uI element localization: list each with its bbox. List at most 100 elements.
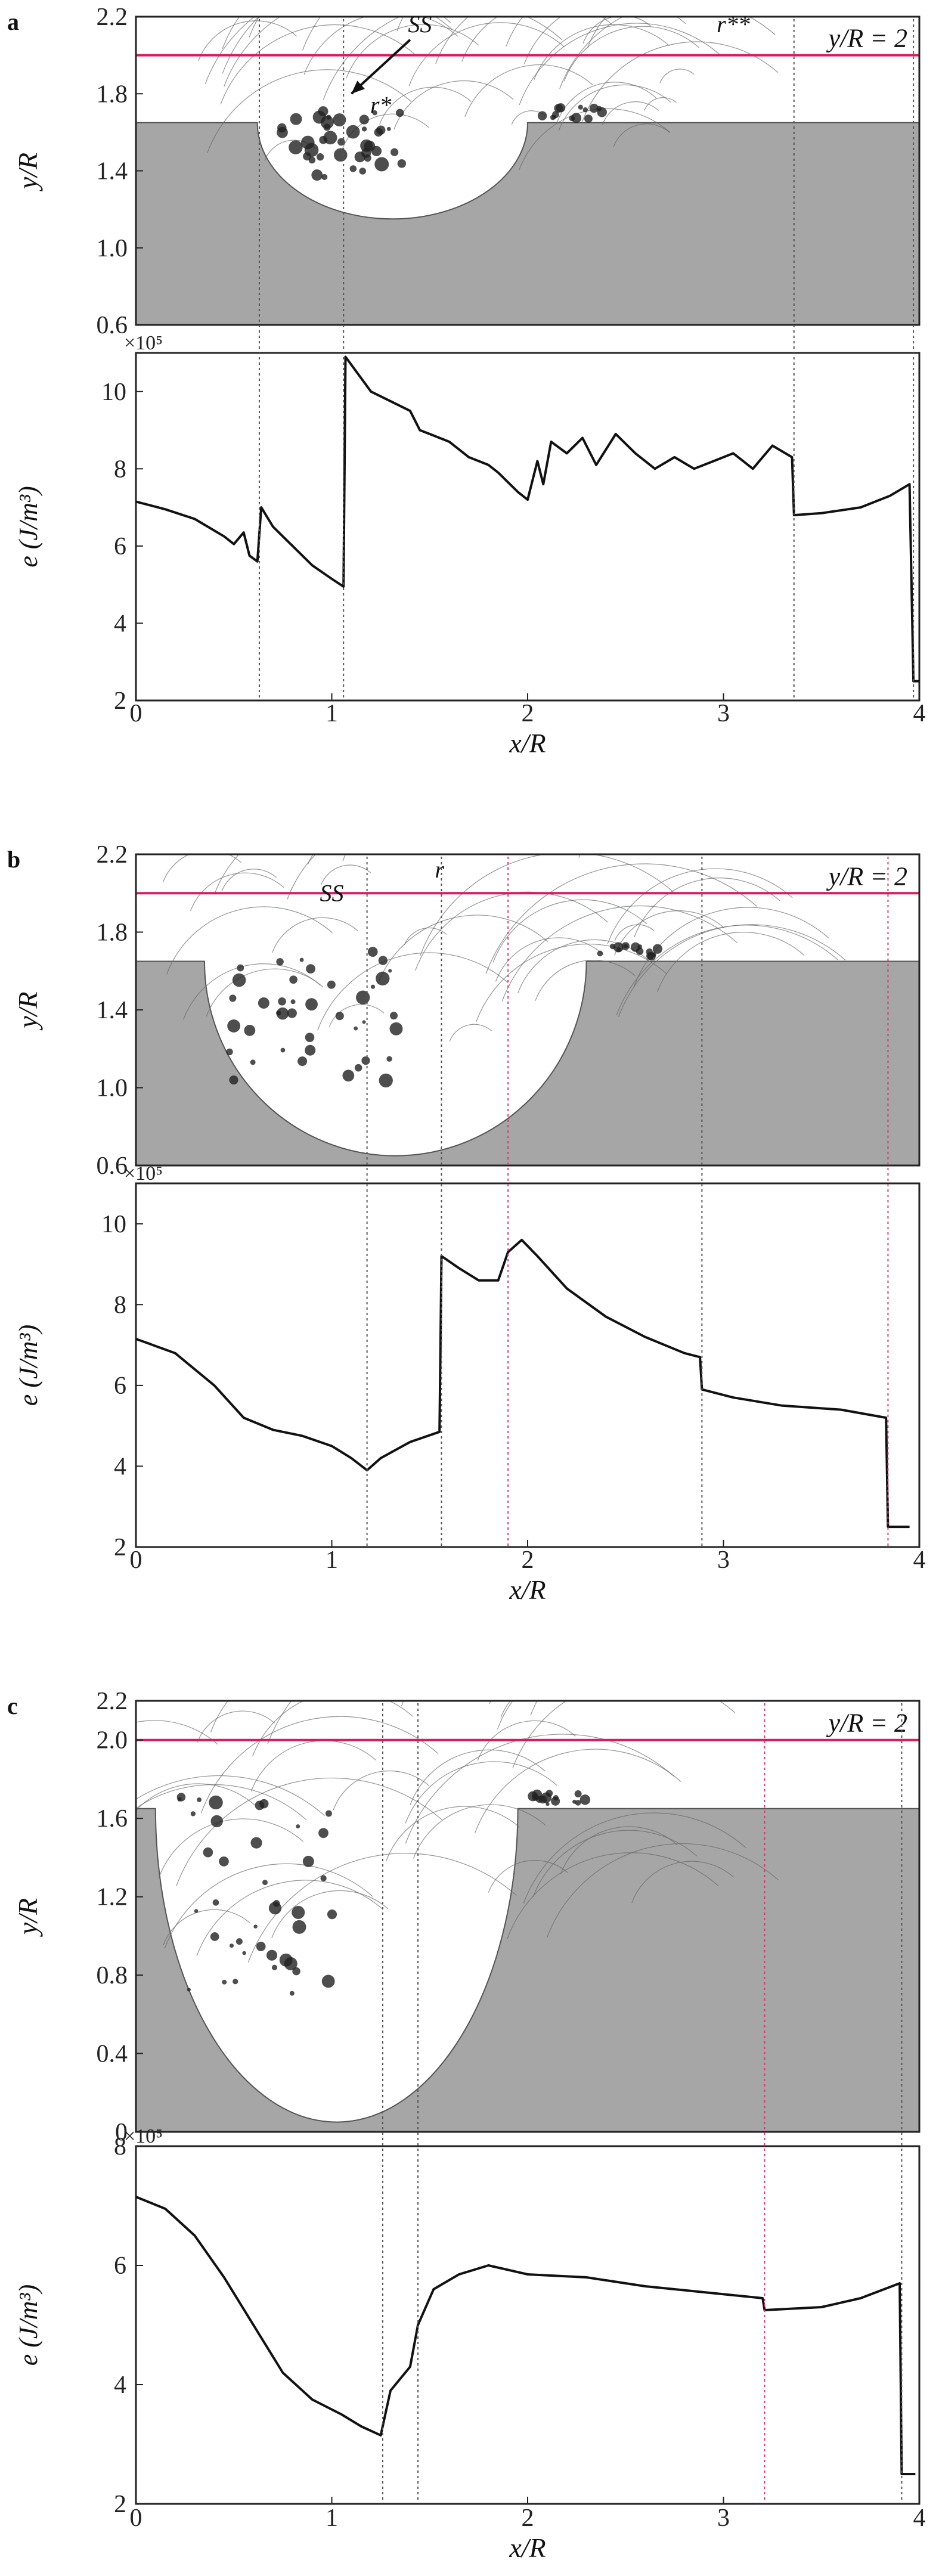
vortex-blob bbox=[354, 1026, 358, 1031]
solid-body bbox=[136, 122, 919, 325]
shock-front bbox=[587, 17, 607, 48]
y-tick-label: 1.8 bbox=[97, 80, 128, 108]
schlieren-plot: y/R = 2 0 0.4 0.8 1.2 1.6 2.0 2.2 y/R bbox=[13, 1688, 921, 2146]
shock-front bbox=[616, 925, 838, 1016]
x-tick-label: 4 bbox=[913, 1546, 926, 1574]
shock-front bbox=[560, 1826, 678, 1874]
vortex-blob bbox=[197, 1797, 202, 1802]
x-tick-label: 3 bbox=[717, 2504, 730, 2532]
schlieren-plot: y/R = 2 SS r* r** 0.6 1.0 1.4 1.8 2.2 y/R bbox=[13, 4, 921, 339]
shock-front bbox=[497, 1701, 513, 1729]
y-tick-label: 0.8 bbox=[97, 1962, 128, 1989]
shock-front bbox=[644, 97, 677, 111]
vortex-blob bbox=[584, 114, 593, 123]
x-tick-label: 0 bbox=[130, 700, 142, 727]
shock-front bbox=[204, 17, 451, 84]
vortex-blob bbox=[280, 1047, 286, 1053]
vortex-blob bbox=[258, 997, 269, 1009]
shock-front bbox=[198, 20, 297, 61]
panel-letter: b bbox=[7, 846, 20, 873]
vortex-blob bbox=[250, 1837, 262, 1849]
solid-body bbox=[136, 960, 919, 1165]
shock-front bbox=[519, 23, 720, 106]
vortex-blob bbox=[361, 148, 371, 158]
shock-front bbox=[100, 774, 374, 886]
y-axis-label: e (J/m³) bbox=[14, 1325, 43, 1406]
shock-front bbox=[534, 24, 670, 80]
vortex-blob bbox=[378, 956, 388, 965]
vortex-blob bbox=[304, 142, 319, 157]
vortex-blob bbox=[289, 975, 297, 984]
vortex-blob bbox=[266, 1949, 278, 1961]
vortex-blob bbox=[621, 942, 630, 950]
energy-plot: 2 4 6 8 0 1 2 3 4 ×10⁵ e (J/m³) x/R bbox=[14, 2125, 926, 2563]
vortex-blob bbox=[268, 1902, 282, 1915]
shock-front bbox=[329, 1004, 385, 1027]
vortex-blob bbox=[589, 104, 599, 113]
y-tick-label: 4 bbox=[114, 1453, 126, 1480]
plot-frame bbox=[135, 1182, 921, 1548]
shock-front bbox=[420, 854, 674, 956]
annotation-label: SS bbox=[408, 11, 432, 38]
vortex-blob bbox=[372, 110, 377, 116]
vortex-blob bbox=[359, 168, 366, 175]
shock-front bbox=[408, 22, 565, 86]
vortex-blob bbox=[290, 113, 302, 125]
vortex-blob bbox=[311, 169, 323, 181]
vortex-blob bbox=[371, 145, 382, 157]
annotation-label: r bbox=[435, 856, 444, 883]
vortex-blob bbox=[296, 1824, 300, 1828]
shock-front bbox=[582, 41, 779, 122]
vortex-blob bbox=[262, 1880, 268, 1886]
vortex-blob bbox=[190, 1811, 196, 1816]
shock-front bbox=[523, 17, 686, 64]
vortex-blob bbox=[528, 1791, 538, 1802]
vortex-blob bbox=[325, 1810, 332, 1817]
vortex-blob bbox=[321, 173, 328, 180]
shock-front bbox=[476, 944, 668, 1022]
vortex-blob bbox=[551, 1796, 560, 1806]
y-tick-label: 10 bbox=[101, 1211, 126, 1238]
vortex-blob bbox=[229, 1075, 238, 1085]
x-tick-label: 1 bbox=[326, 1546, 338, 1574]
shock-front bbox=[333, 1770, 430, 1811]
y-tick-label: 4 bbox=[114, 2372, 126, 2399]
shock-front bbox=[464, 64, 593, 117]
schlieren-content bbox=[100, 774, 919, 1165]
vortex-blob bbox=[226, 1048, 233, 1056]
shock-front bbox=[267, 1701, 292, 1744]
schlieren-plot: y/R = 2 SS r 0.6 1.0 1.4 1.8 2.2 y/R bbox=[13, 774, 921, 1180]
vortex-blob bbox=[320, 1875, 327, 1881]
vortex-blob bbox=[305, 1033, 315, 1042]
y-tick-label: 10 bbox=[101, 379, 126, 406]
shock-front bbox=[213, 854, 240, 895]
vortex-blob bbox=[287, 1008, 297, 1018]
y-tick-label: 2 bbox=[114, 1534, 126, 1561]
shock-front bbox=[401, 1701, 404, 1707]
vortex-blob bbox=[646, 952, 654, 960]
x-tick-label: 4 bbox=[913, 2504, 926, 2532]
shock-front bbox=[158, 1818, 304, 1878]
vortex-blob bbox=[212, 1899, 219, 1906]
vortex-blob bbox=[242, 1951, 246, 1955]
vortex-blob bbox=[235, 1938, 243, 1945]
reference-line-label: y/R = 2 bbox=[826, 861, 907, 891]
x-tick-label: 2 bbox=[522, 2504, 534, 2532]
vortex-blob bbox=[389, 1022, 403, 1036]
vortex-blob bbox=[297, 1056, 308, 1067]
energy-curve bbox=[135, 2196, 916, 2475]
shock-front bbox=[393, 80, 514, 130]
shock-front bbox=[410, 1749, 546, 1805]
shock-front bbox=[379, 86, 472, 125]
shock-front bbox=[530, 1701, 538, 1716]
shock-front bbox=[136, 1720, 218, 1745]
y-tick-label: 2.2 bbox=[97, 1688, 128, 1715]
shock-front bbox=[500, 1701, 511, 1718]
shock-front bbox=[342, 854, 346, 861]
vortex-blob bbox=[210, 1932, 219, 1941]
shock-front bbox=[415, 891, 608, 971]
vortex-blob bbox=[177, 1797, 182, 1802]
vortex-blob bbox=[292, 1967, 300, 1976]
shock-front bbox=[607, 868, 793, 944]
panel-letter: a bbox=[7, 8, 19, 35]
